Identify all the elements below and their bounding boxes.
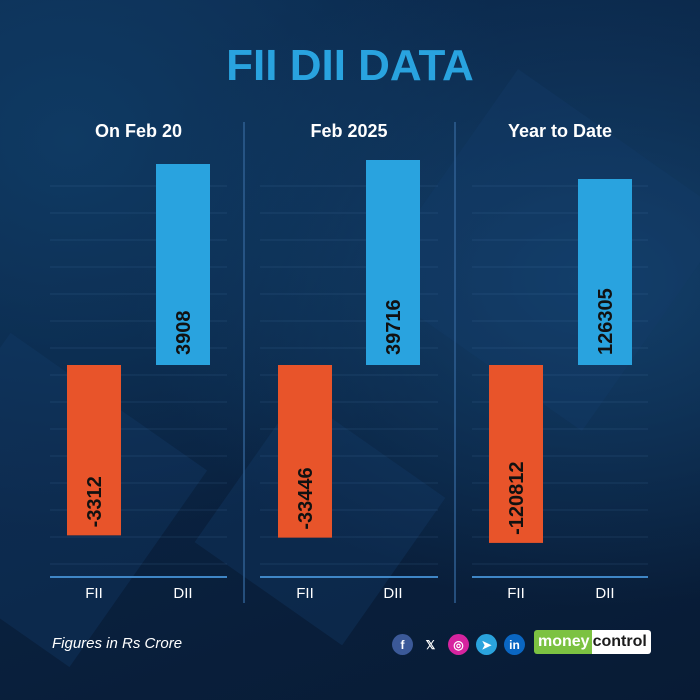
instagram-icon[interactable]: ◎	[448, 634, 469, 655]
brand-logo: money control	[534, 630, 651, 654]
bar-data-label: -33446	[295, 467, 317, 529]
brand-logo-part1: money	[534, 630, 592, 654]
x-icon[interactable]: 𝕏	[425, 637, 436, 652]
telegram-icon[interactable]: ➤	[476, 634, 497, 655]
bar-data-label: 126305	[595, 288, 617, 355]
dii-bar	[578, 179, 632, 365]
panel-title: Year to Date	[508, 121, 612, 141]
panel-title: On Feb 20	[95, 121, 182, 141]
fii-bar	[489, 365, 543, 543]
footnote: Figures in Rs Crore	[52, 635, 183, 652]
dii-bar	[366, 160, 420, 365]
chart-title: FII DII DATA	[226, 41, 474, 90]
category-label: FII	[85, 585, 103, 602]
fii-bar	[67, 365, 121, 536]
dii-bar	[156, 164, 210, 365]
brand-logo-part2: control	[591, 630, 651, 654]
category-label: DII	[595, 585, 614, 602]
category-label: FII	[507, 585, 525, 602]
category-label: FII	[296, 585, 314, 602]
category-label: DII	[383, 585, 402, 602]
bar-data-label: -120812	[506, 462, 528, 535]
bar-data-label: 3908	[173, 311, 195, 356]
category-label: DII	[173, 585, 192, 602]
bar-data-label: 39716	[383, 299, 405, 355]
panel-title: Feb 2025	[310, 121, 387, 141]
facebook-icon[interactable]: f	[392, 634, 413, 655]
fii-bar	[278, 365, 332, 538]
bar-data-label: -3312	[84, 476, 106, 527]
social-icons: f 𝕏 ◎ ➤ in	[392, 634, 525, 655]
linkedin-icon[interactable]: in	[504, 634, 525, 655]
